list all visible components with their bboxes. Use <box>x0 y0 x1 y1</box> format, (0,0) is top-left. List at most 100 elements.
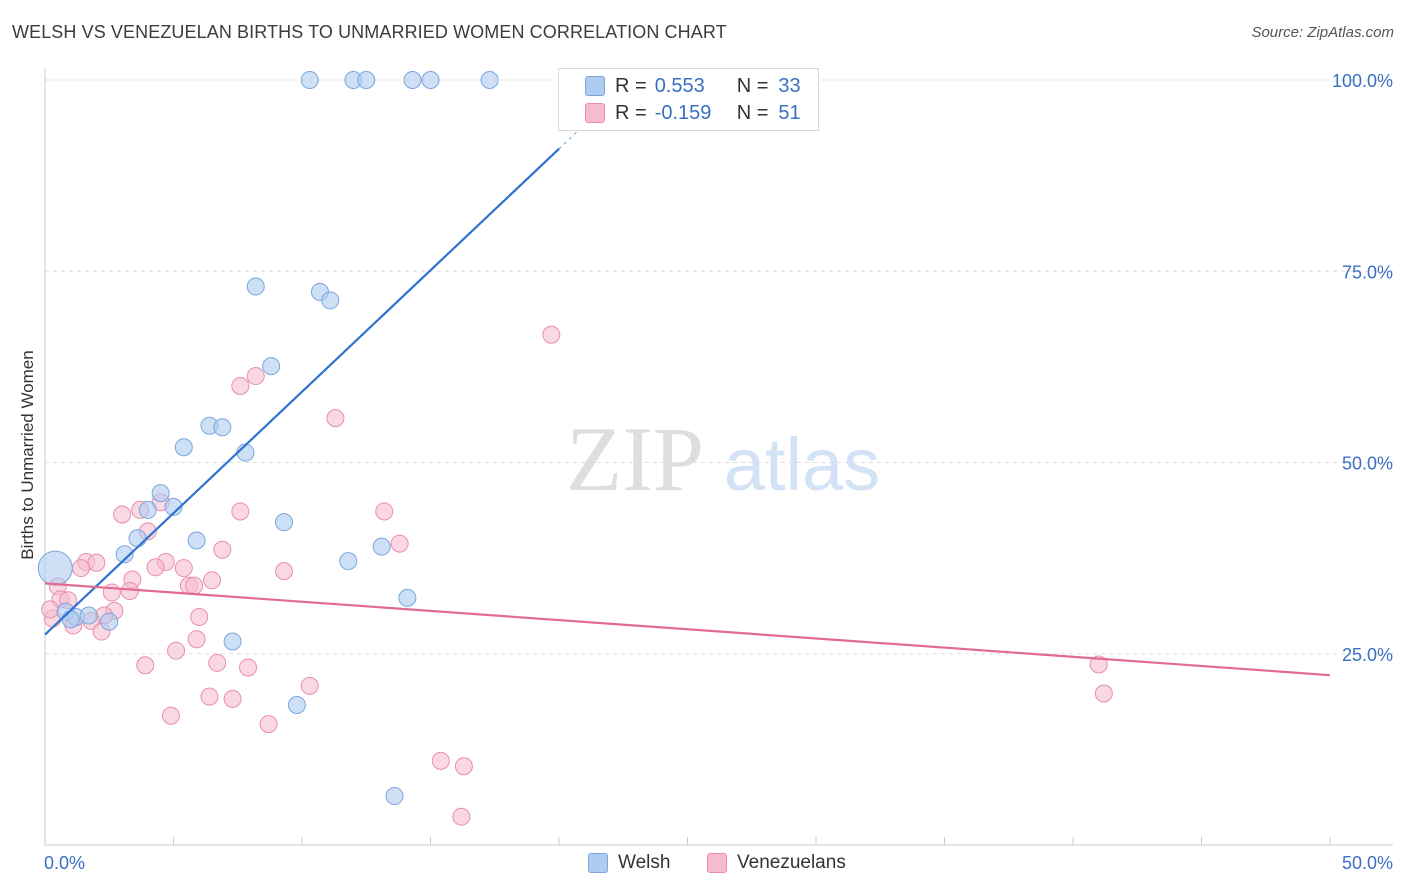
watermark-atlas: atlas <box>724 423 880 506</box>
gridlines <box>45 79 1393 655</box>
welsh-point <box>480 71 499 89</box>
welsh-point <box>138 500 157 519</box>
chart-title: WELSH VS VENEZUELAN BIRTHS TO UNMARRIED … <box>12 22 727 42</box>
welsh-trend-line <box>44 148 560 636</box>
venezuelans-point <box>208 653 227 672</box>
welsh-point <box>403 71 422 89</box>
venezuelans-point <box>223 689 242 708</box>
venezuelans-point <box>203 571 222 590</box>
legend-r-value: 0.553 <box>654 74 705 97</box>
welsh-point <box>37 550 73 586</box>
venezuelans-point <box>231 502 250 521</box>
welsh-swatch <box>585 76 605 96</box>
legend-n-value: 51 <box>778 101 801 124</box>
watermark-zip: ZIP <box>566 408 704 510</box>
venezuelans-point <box>71 559 90 578</box>
venezuelans-point <box>1094 684 1113 703</box>
venezuelans-point <box>87 553 106 572</box>
venezuelans-point <box>174 559 193 578</box>
x-tick-label: 0.0% <box>44 853 85 873</box>
venezuelans-trend-line <box>44 582 1331 677</box>
welsh-point <box>100 612 119 631</box>
venezuelans-point <box>185 576 204 595</box>
legend-n-label: N = <box>736 101 769 124</box>
legend-row-venezuelans: R = -0.159 N = 51 <box>585 100 801 126</box>
legend-r-label: R = <box>615 74 647 97</box>
y-tick-label: 75.0% <box>1342 262 1393 282</box>
legend-r-value: -0.159 <box>654 101 712 124</box>
welsh-point <box>174 438 193 457</box>
welsh-point <box>372 537 391 556</box>
venezuelans-point <box>213 540 232 559</box>
venezuelans-legend-label: Venezuelans <box>737 852 846 873</box>
legend-n-value: 33 <box>778 74 801 97</box>
legend-r-label: R = <box>615 101 647 124</box>
x-tick-label: 50.0% <box>1342 853 1393 873</box>
welsh-swatch <box>588 853 608 873</box>
source-label: Source: ZipAtlas.com <box>1251 24 1394 41</box>
welsh-point <box>213 418 232 437</box>
welsh-point <box>275 513 294 532</box>
welsh-point <box>246 277 265 296</box>
bottom-legend-welsh: Welsh <box>588 852 670 874</box>
y-tick-label: 50.0% <box>1342 454 1393 474</box>
venezuelans-point <box>326 409 345 428</box>
legend-row-welsh: R = 0.553 N = 33 <box>585 73 801 99</box>
venezuelans-point <box>102 583 121 602</box>
venezuelans-point <box>452 807 471 826</box>
welsh-point <box>79 606 98 625</box>
venezuelans-point <box>136 656 155 675</box>
correlation-legend: R = 0.553 N = 33 R = -0.159 N = 51 <box>558 68 819 131</box>
y-tick-label: 25.0% <box>1342 645 1393 665</box>
venezuelans-swatch <box>707 853 727 873</box>
welsh-point <box>128 529 147 548</box>
venezuelans-point <box>113 505 132 524</box>
welsh-point <box>398 588 417 607</box>
welsh-point <box>357 71 376 89</box>
y-tick-label: 100.0% <box>1332 71 1393 91</box>
welsh-point <box>187 531 206 550</box>
welsh-point <box>421 71 440 89</box>
welsh-point <box>321 291 340 310</box>
venezuelans-point <box>146 558 165 577</box>
venezuelans-swatch <box>585 103 605 123</box>
venezuelans-point <box>231 377 250 395</box>
welsh-point <box>385 787 404 806</box>
venezuelans-point <box>259 715 278 734</box>
welsh-point <box>223 632 242 651</box>
welsh-point <box>339 552 358 571</box>
venezuelans-point <box>275 562 294 581</box>
venezuelans-point <box>187 630 206 649</box>
welsh-point <box>262 357 281 376</box>
y-axis-label: Births to Unmarried Women <box>18 350 37 560</box>
venezuelans-point <box>454 757 473 776</box>
welsh-point <box>115 545 134 564</box>
venezuelans-points <box>41 325 1113 826</box>
tick-labels: 25.0% 50.0% 75.0% 100.0% 0.0% 50.0% <box>44 71 1393 873</box>
welsh-point <box>61 610 80 629</box>
venezuelans-point <box>390 534 409 553</box>
welsh-point <box>151 484 170 503</box>
venezuelans-point <box>1089 655 1108 674</box>
venezuelans-point <box>542 325 561 344</box>
venezuelans-point <box>239 658 258 677</box>
venezuelans-point <box>161 706 180 725</box>
welsh-point <box>300 71 319 89</box>
welsh-points <box>37 71 499 806</box>
venezuelans-point <box>200 687 219 706</box>
bottom-legend-venezuelans: Venezuelans <box>707 852 846 874</box>
welsh-legend-label: Welsh <box>618 852 671 873</box>
axes <box>44 68 1393 846</box>
venezuelans-point <box>190 608 209 627</box>
venezuelans-point <box>375 502 394 521</box>
venezuelans-point <box>431 751 450 770</box>
welsh-point <box>287 696 306 715</box>
venezuelans-point <box>300 676 319 695</box>
venezuelans-point <box>120 582 139 601</box>
legend-n-label: N = <box>736 74 769 97</box>
venezuelans-point <box>246 367 265 386</box>
watermark: ZIP atlas <box>566 408 880 510</box>
venezuelans-point <box>41 600 60 619</box>
welsh-point <box>164 497 183 516</box>
